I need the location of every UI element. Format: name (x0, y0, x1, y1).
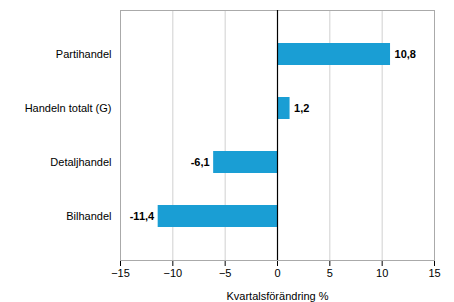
svg-text:15: 15 (428, 267, 440, 279)
svg-text:5: 5 (327, 267, 333, 279)
svg-text:0: 0 (274, 267, 280, 279)
svg-text:Partihandel: Partihandel (56, 48, 112, 60)
svg-text:−15: −15 (111, 267, 130, 279)
svg-text:10: 10 (376, 267, 388, 279)
svg-text:Handeln totalt (G): Handeln totalt (G) (25, 102, 112, 114)
svg-text:−5: −5 (219, 267, 232, 279)
svg-text:-6,1: -6,1 (191, 156, 210, 168)
svg-text:1,2: 1,2 (294, 102, 309, 114)
svg-text:−10: −10 (163, 267, 182, 279)
svg-text:Detaljhandel: Detaljhandel (50, 156, 111, 168)
svg-text:-11,4: -11,4 (130, 210, 155, 222)
svg-text:10,8: 10,8 (395, 48, 416, 60)
svg-text:Bilhandel: Bilhandel (66, 210, 111, 222)
svg-text:Kvartalsförändring %: Kvartalsförändring % (226, 290, 328, 302)
